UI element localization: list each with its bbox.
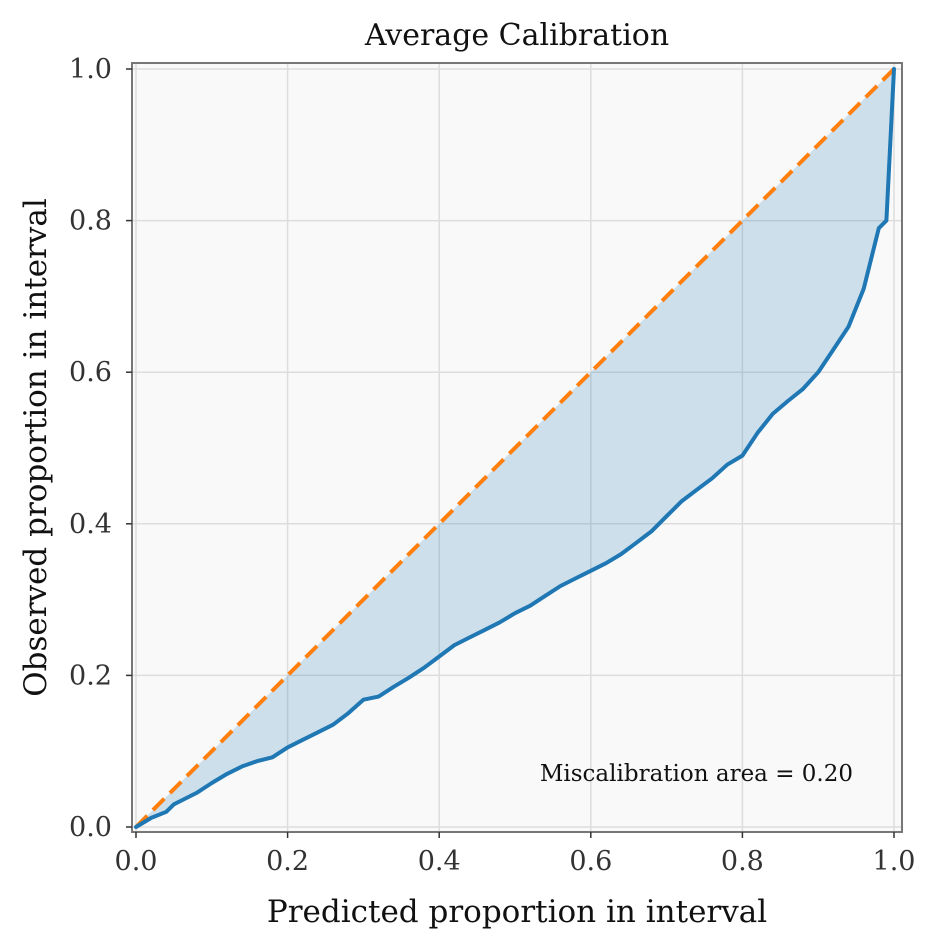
- grid: [132, 63, 902, 832]
- x-tick-label-0: 0.0: [115, 846, 158, 877]
- y-tick-label-1: 0.2: [69, 660, 112, 691]
- chart-title: Average Calibration: [364, 18, 669, 53]
- x-tick-label-3: 0.6: [569, 846, 612, 877]
- x-tick-label-1: 0.2: [266, 846, 309, 877]
- y-tick-label-2: 0.4: [69, 509, 112, 540]
- miscalibration-annotation: Miscalibration area = 0.20: [540, 761, 853, 787]
- plot-frame: [131, 62, 903, 833]
- y-tick-label-4: 0.8: [69, 206, 112, 237]
- x-tick-label-4: 0.8: [721, 846, 764, 877]
- ideal-diagonal-line: [134, 67, 896, 829]
- y-tick-label-5: 1.0: [69, 54, 112, 85]
- axis-ticks: 0.0 0.2 0.4 0.6 0.8 1.0 0.0 0.2 0.4 0.6 0.8 1.0: [69, 54, 915, 877]
- observed-calibration-line: [134, 67, 896, 829]
- x-tick-label-5: 1.0: [873, 846, 916, 877]
- x-axis-label: Predicted proportion in interval: [267, 894, 767, 930]
- x-tick-label-2: 0.4: [418, 846, 461, 877]
- y-tick-label-0: 0.0: [69, 812, 112, 843]
- y-axis-label: Observed proportion in interval: [18, 198, 54, 697]
- y-tick-label-3: 0.6: [69, 357, 112, 388]
